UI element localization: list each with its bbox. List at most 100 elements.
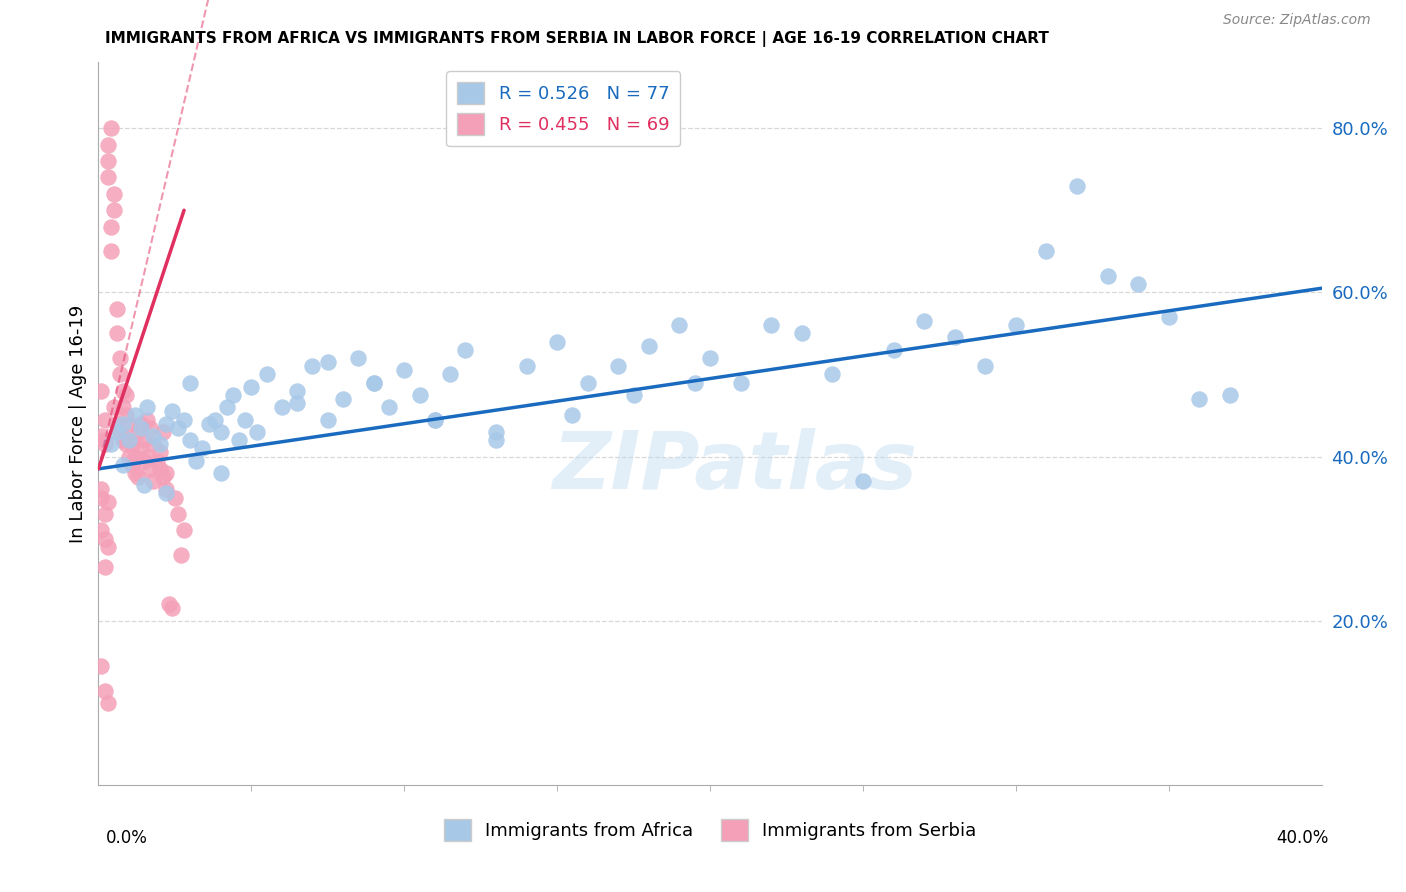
Point	[103, 203, 125, 218]
Point	[118, 433, 141, 447]
Point	[142, 474, 165, 488]
Point	[155, 417, 177, 431]
Point	[1219, 388, 1241, 402]
Point	[93, 433, 115, 447]
Point	[191, 442, 214, 456]
Point	[93, 412, 115, 426]
Point	[301, 359, 323, 374]
Point	[93, 437, 115, 451]
Point	[100, 244, 122, 259]
Point	[912, 314, 935, 328]
Point	[561, 409, 583, 423]
Point	[423, 412, 446, 426]
Point	[100, 437, 122, 451]
Point	[883, 343, 905, 357]
Text: Source: ZipAtlas.com: Source: ZipAtlas.com	[1223, 13, 1371, 28]
Point	[129, 442, 152, 456]
Point	[730, 376, 752, 390]
Point	[97, 540, 120, 554]
Point	[186, 453, 208, 467]
Point	[134, 478, 156, 492]
Point	[668, 318, 690, 333]
Point	[139, 462, 162, 476]
Point	[204, 412, 226, 426]
Point	[155, 483, 177, 497]
Point	[256, 368, 278, 382]
Point	[363, 376, 385, 390]
Point	[139, 421, 162, 435]
Point	[134, 433, 156, 447]
Point	[392, 363, 416, 377]
Point	[439, 368, 461, 382]
Point	[173, 412, 195, 426]
Point	[127, 425, 149, 439]
Point	[157, 598, 180, 612]
Point	[516, 359, 538, 374]
Point	[90, 524, 112, 538]
Point	[105, 301, 128, 316]
Text: 0.0%: 0.0%	[105, 829, 148, 847]
Point	[179, 433, 201, 447]
Point	[1035, 244, 1057, 259]
Point	[90, 384, 112, 398]
Point	[100, 219, 122, 234]
Point	[134, 453, 156, 467]
Point	[105, 326, 128, 341]
Point	[142, 429, 165, 443]
Point	[228, 433, 250, 447]
Point	[170, 548, 193, 562]
Point	[111, 417, 134, 431]
Point	[155, 466, 177, 480]
Point	[149, 462, 172, 476]
Point	[167, 507, 190, 521]
Text: 40.0%: 40.0%	[1277, 829, 1329, 847]
Point	[100, 121, 122, 136]
Point	[607, 359, 630, 374]
Point	[1004, 318, 1026, 333]
Point	[163, 491, 186, 505]
Point	[240, 380, 263, 394]
Point	[408, 388, 430, 402]
Point	[97, 170, 120, 185]
Point	[136, 412, 159, 426]
Point	[233, 412, 256, 426]
Point	[90, 429, 112, 443]
Point	[485, 433, 508, 447]
Point	[363, 376, 385, 390]
Point	[105, 425, 128, 439]
Point	[546, 334, 568, 349]
Point	[347, 351, 370, 365]
Point	[759, 318, 782, 333]
Point	[149, 437, 172, 451]
Point	[1157, 310, 1180, 324]
Point	[97, 153, 120, 168]
Point	[852, 474, 875, 488]
Point	[105, 417, 128, 431]
Point	[1097, 268, 1119, 283]
Point	[145, 453, 167, 467]
Point	[167, 421, 190, 435]
Point	[93, 532, 115, 546]
Point	[152, 470, 174, 484]
Point	[108, 425, 131, 439]
Point	[179, 376, 201, 390]
Point	[1066, 178, 1088, 193]
Point	[454, 343, 477, 357]
Point	[129, 417, 152, 431]
Point	[111, 384, 134, 398]
Point	[943, 330, 966, 344]
Point	[576, 376, 599, 390]
Point	[270, 401, 292, 415]
Point	[124, 466, 146, 480]
Point	[209, 466, 232, 480]
Point	[149, 445, 172, 459]
Point	[246, 425, 269, 439]
Point	[155, 486, 177, 500]
Point	[136, 401, 159, 415]
Point	[118, 417, 141, 431]
Point	[332, 392, 354, 406]
Point	[124, 409, 146, 423]
Point	[111, 433, 134, 447]
Point	[111, 458, 134, 472]
Point	[118, 433, 141, 447]
